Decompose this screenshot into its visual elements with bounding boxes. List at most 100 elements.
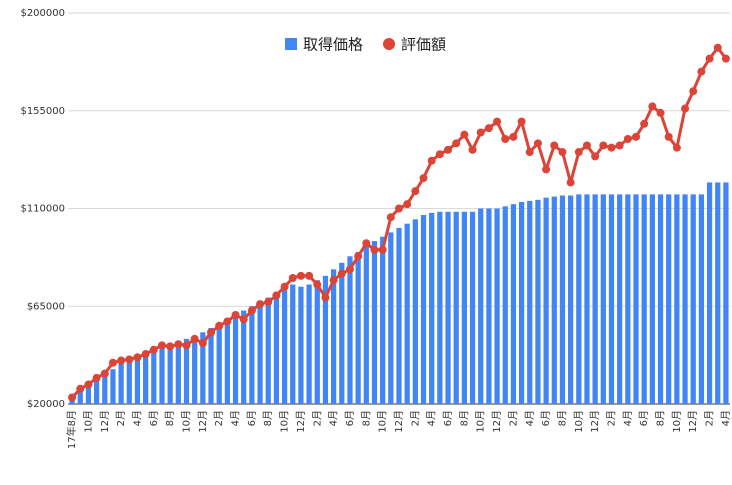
x-tick-label: 6月 [344, 410, 356, 426]
bar [690, 194, 696, 404]
bar [641, 194, 647, 404]
bar [151, 347, 157, 404]
bar [200, 332, 206, 404]
point [76, 384, 85, 393]
x-tick-label: 10月 [82, 410, 94, 433]
point [166, 342, 175, 351]
point [705, 54, 714, 63]
x-tick-label: 6月 [246, 410, 258, 426]
point [68, 393, 77, 402]
x-tick-label: 12月 [589, 410, 601, 433]
point [525, 148, 534, 157]
point [256, 300, 265, 309]
point [640, 119, 649, 128]
bar [331, 269, 337, 404]
bar [257, 301, 263, 404]
point [354, 252, 363, 261]
legend-swatch [285, 38, 297, 50]
point [207, 328, 216, 337]
bar [175, 341, 181, 404]
bar [551, 196, 557, 404]
x-tick-label: 10月 [573, 410, 585, 433]
bar [224, 319, 230, 404]
point [493, 117, 502, 126]
x-tick-label: 4月 [328, 410, 340, 426]
x-tick-label: 4月 [622, 410, 634, 426]
point [92, 373, 101, 382]
bar [102, 375, 108, 404]
bar [232, 314, 239, 404]
bar [625, 194, 631, 404]
point [533, 139, 542, 148]
bar [159, 345, 165, 404]
x-tick-label: 4月 [524, 410, 536, 426]
bar [600, 194, 606, 404]
point [460, 130, 469, 139]
point [623, 134, 632, 143]
point [264, 297, 273, 306]
x-tick-label: 4月 [131, 410, 143, 426]
bar [576, 194, 582, 404]
bar [674, 194, 680, 404]
x-tick-label: 12月 [687, 410, 699, 433]
bar [306, 284, 312, 404]
bar [486, 208, 492, 404]
bar [592, 194, 598, 404]
point [223, 317, 232, 326]
x-tick-label: 4月 [230, 410, 242, 426]
point [395, 204, 403, 213]
point [550, 141, 559, 150]
bar [682, 194, 688, 404]
point [378, 245, 387, 254]
x-tick-label: 17年8月 [65, 410, 78, 449]
x-tick-label: 8月 [556, 410, 568, 426]
bar [314, 280, 320, 404]
x-tick-label: 4月 [426, 410, 438, 426]
x-tick-label: 10月 [671, 410, 683, 433]
point [681, 104, 690, 113]
bar [265, 297, 271, 404]
bar [437, 211, 443, 404]
x-tick-label: 4月 [720, 410, 732, 426]
point [435, 150, 444, 159]
point [239, 315, 248, 324]
legend-label: 取得価格 [303, 36, 363, 54]
point [100, 369, 109, 378]
point [288, 274, 297, 283]
bar [85, 384, 92, 404]
bar [617, 194, 623, 404]
bar [134, 356, 141, 404]
x-tick-label: 6月 [638, 410, 650, 426]
bar [420, 215, 427, 404]
point [656, 108, 665, 117]
point [133, 353, 142, 362]
bar [510, 204, 517, 404]
point [574, 148, 583, 157]
x-tick-label: 2月 [311, 410, 323, 426]
bar [502, 206, 508, 404]
bar [723, 182, 729, 404]
bar [339, 262, 345, 404]
bar [404, 223, 410, 404]
bar [461, 211, 467, 404]
bar [412, 219, 418, 404]
y-tick-label: $110000 [20, 204, 65, 215]
x-tick-label: 12月 [393, 410, 405, 433]
point [452, 139, 461, 148]
point [558, 148, 567, 157]
point [468, 145, 477, 154]
x-tick-label: 12月 [197, 410, 209, 433]
x-tick-label: 2月 [213, 410, 225, 426]
bar [192, 336, 198, 404]
bar [388, 232, 394, 404]
bar [469, 211, 476, 404]
bar [543, 197, 549, 404]
y-tick-label: $20000 [27, 399, 65, 410]
bar [110, 369, 116, 404]
x-tick-label: 6月 [148, 410, 160, 426]
point [84, 380, 93, 389]
bar [371, 241, 378, 404]
bar [183, 338, 190, 404]
point [509, 132, 518, 141]
point [174, 340, 183, 349]
